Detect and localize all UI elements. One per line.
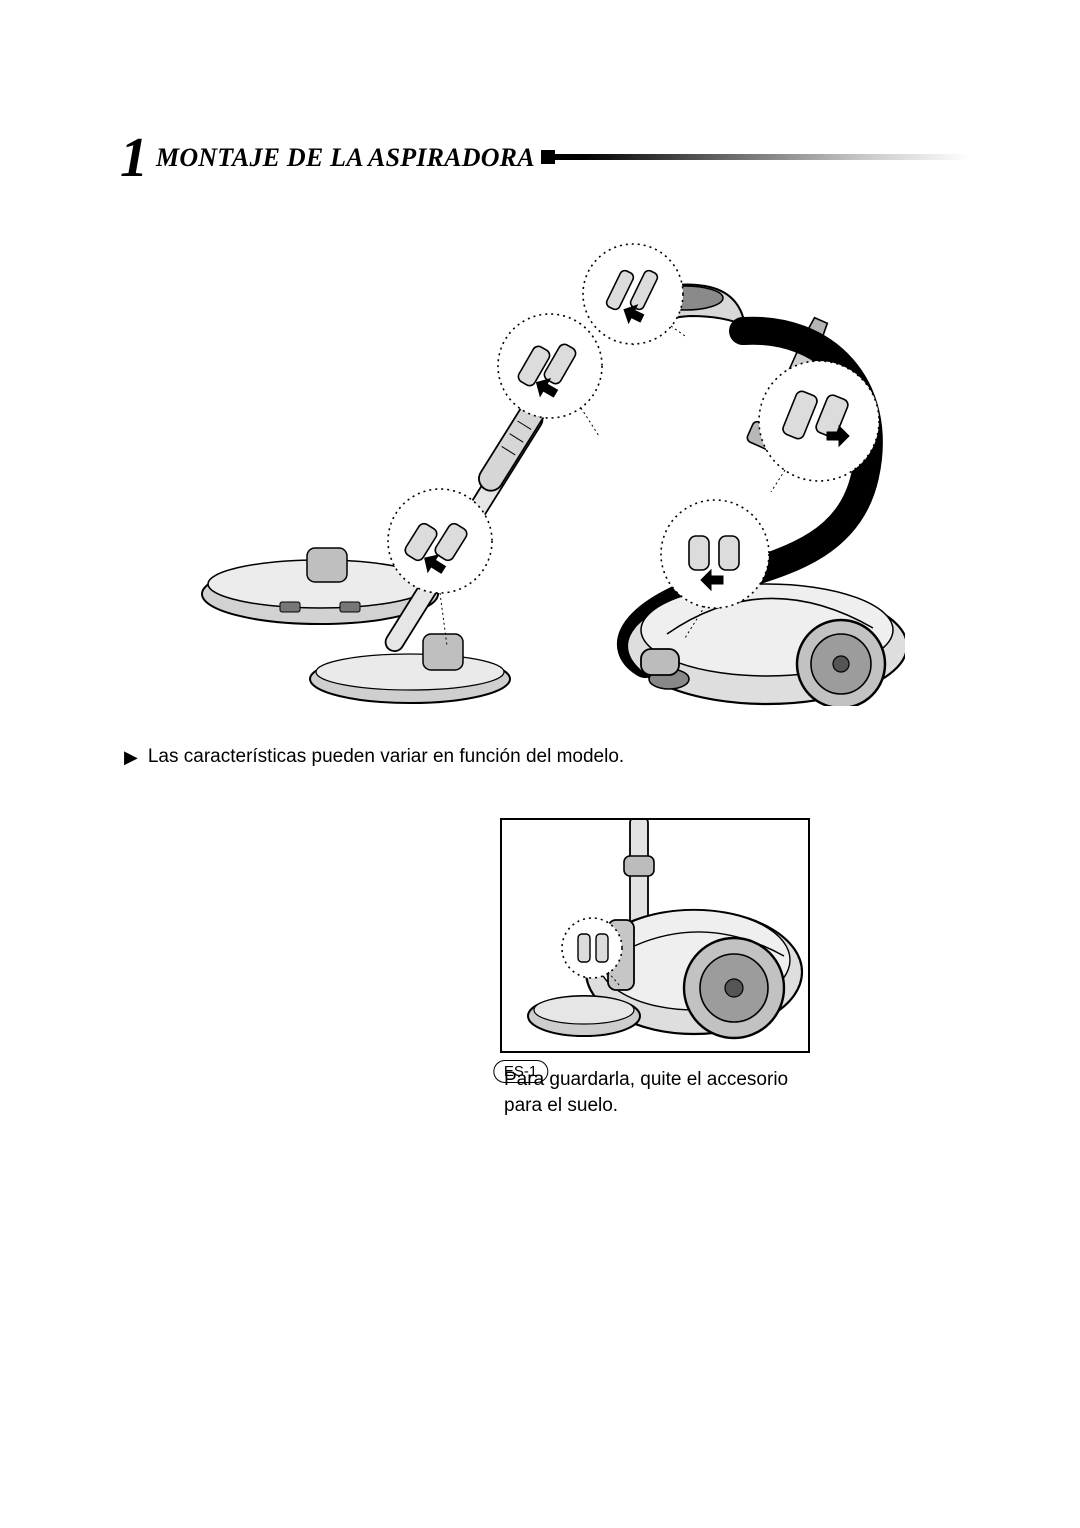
manual-page: 1 MONTAJE DE LA ASPIRADORA [0, 0, 1080, 1528]
storage-svg [502, 820, 810, 1053]
canister-body [627, 584, 905, 706]
storage-frame [500, 818, 810, 1053]
rule-gradient-bar [549, 154, 970, 160]
assembly-svg [185, 236, 905, 706]
section-number: 1 [120, 130, 148, 186]
note-arrow-icon: ▶ [124, 747, 138, 768]
heading-rule [549, 144, 970, 172]
callout-handle-joint [583, 244, 683, 344]
storage-caption-line2: para el suelo. [504, 1095, 618, 1116]
note-text: Las características pueden variar en fun… [148, 746, 624, 768]
assembly-illustration [185, 236, 905, 706]
section-title: MONTAJE DE LA ASPIRADORA [156, 143, 535, 173]
section-heading: 1 MONTAJE DE LA ASPIRADORA [120, 130, 970, 186]
floor-nozzle-secondary [310, 634, 510, 703]
features-note: ▶ Las características pueden variar en f… [120, 746, 970, 768]
page-number: ES-1 [493, 1060, 548, 1083]
callout-hose-inlet [661, 500, 769, 608]
